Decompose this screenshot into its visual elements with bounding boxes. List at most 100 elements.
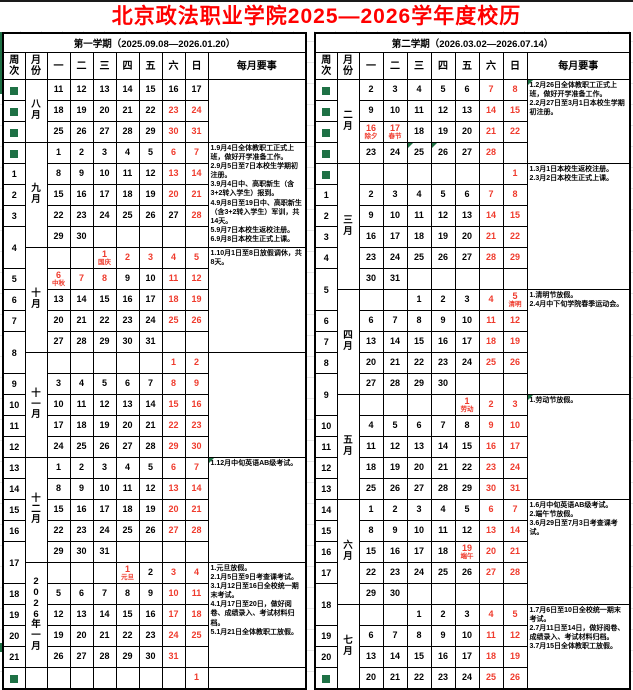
day-cell[interactable]: 24 <box>502 457 528 479</box>
day-cell[interactable]: 7 <box>478 184 504 206</box>
day-cell[interactable]: 12 <box>454 520 480 542</box>
day-cell[interactable]: 22 <box>46 205 71 227</box>
week-number-cell[interactable] <box>2 121 26 143</box>
week-number-cell[interactable]: 13 <box>314 478 338 500</box>
day-cell[interactable]: 19 <box>46 625 71 647</box>
day-cell[interactable]: 23 <box>161 100 186 122</box>
week-number-cell[interactable]: 20 <box>314 646 338 668</box>
day-cell[interactable]: 2 <box>138 562 163 584</box>
day-cell[interactable]: 24 <box>92 520 117 542</box>
day-cell[interactable]: 21 <box>478 226 504 248</box>
day-cell[interactable]: 13 <box>406 436 432 458</box>
monthly-notes-cell[interactable]: 1.9月4日全体教职工正式上班，做好开学准备工作。 2.9月5日至7日本校生学期… <box>207 142 307 248</box>
day-cell[interactable]: 26 <box>502 667 528 690</box>
day-cell[interactable]: 17 <box>46 415 71 437</box>
day-cell[interactable]: 10 <box>382 205 408 227</box>
week-number-cell[interactable]: 14 <box>2 478 26 500</box>
day-cell[interactable]: 28 <box>502 562 528 584</box>
day-cell[interactable]: 13 <box>46 289 71 311</box>
day-cell[interactable]: 15 <box>406 331 432 353</box>
day-cell[interactable]: 16 <box>161 79 186 101</box>
day-cell[interactable]: 6 中秋 <box>46 268 71 290</box>
day-cell[interactable]: 24 <box>161 625 186 647</box>
day-cell[interactable]: 20 <box>92 100 117 122</box>
day-cell[interactable]: 3 <box>454 289 480 311</box>
day-cell[interactable]: 5 <box>92 373 117 395</box>
col-header-wed[interactable]: 三 <box>406 52 432 80</box>
day-cell[interactable]: 8 <box>454 415 480 437</box>
day-cell[interactable]: 4 <box>115 457 140 479</box>
day-cell[interactable]: 27 <box>161 520 186 542</box>
day-cell[interactable]: 26 <box>138 520 163 542</box>
day-cell[interactable]: 1 <box>161 352 186 374</box>
day-cell[interactable]: 11 <box>478 625 504 647</box>
week-number-cell[interactable]: 4 <box>314 247 338 269</box>
day-cell[interactable]: 17 春节 <box>382 121 408 143</box>
week-number-cell[interactable]: 10 <box>2 394 26 416</box>
day-cell[interactable]: 24 <box>46 436 71 458</box>
day-cell[interactable] <box>454 373 480 395</box>
day-cell[interactable] <box>161 226 186 248</box>
month-cell[interactable]: 十月 <box>24 247 48 353</box>
day-cell[interactable]: 27 <box>161 205 186 227</box>
day-cell[interactable]: 30 <box>161 121 186 143</box>
day-cell[interactable]: 2 <box>358 184 384 206</box>
day-cell[interactable]: 29 <box>358 583 384 605</box>
day-cell[interactable]: 2 <box>478 394 504 416</box>
monthly-notes-cell[interactable]: 1.2月26日全体教职工正式上班，做好开学准备工作。 2.2月27日至3月1日本… <box>526 79 631 164</box>
day-cell[interactable]: 15 <box>502 100 528 122</box>
col-header-month[interactable]: 月份 <box>336 52 360 80</box>
day-cell[interactable]: 1 国庆 <box>92 247 117 269</box>
day-cell[interactable]: 12 <box>430 100 456 122</box>
day-cell[interactable] <box>184 646 209 668</box>
day-cell[interactable]: 14 <box>502 520 528 542</box>
day-cell[interactable] <box>478 163 504 185</box>
week-number-cell[interactable]: 16 <box>2 520 26 542</box>
day-cell[interactable]: 5 <box>382 415 408 437</box>
day-cell[interactable]: 3 <box>92 457 117 479</box>
week-number-cell[interactable]: 5 <box>314 268 338 311</box>
day-cell[interactable] <box>358 604 384 626</box>
day-cell[interactable]: 20 <box>406 457 432 479</box>
day-cell[interactable]: 20 <box>454 226 480 248</box>
day-cell[interactable]: 13 <box>454 100 480 122</box>
day-cell[interactable] <box>406 583 432 605</box>
day-cell[interactable]: 10 <box>138 268 163 290</box>
week-number-cell[interactable]: 12 <box>2 436 26 458</box>
day-cell[interactable]: 31 <box>138 331 163 353</box>
day-cell[interactable]: 23 <box>69 520 94 542</box>
day-cell[interactable]: 14 <box>430 436 456 458</box>
week-number-cell[interactable]: 7 <box>314 331 338 353</box>
day-cell[interactable]: 26 <box>138 205 163 227</box>
day-cell[interactable]: 30 <box>382 583 408 605</box>
col-header-wed[interactable]: 三 <box>92 52 117 80</box>
week-number-cell[interactable]: 18 <box>2 583 26 605</box>
week-number-cell[interactable] <box>2 79 26 101</box>
day-cell[interactable]: 2 <box>430 604 456 626</box>
day-cell[interactable] <box>115 352 140 374</box>
day-cell[interactable]: 17 <box>382 226 408 248</box>
day-cell[interactable]: 23 <box>478 457 504 479</box>
day-cell[interactable]: 28 <box>138 436 163 458</box>
day-cell[interactable]: 25 <box>406 142 432 164</box>
day-cell[interactable]: 16 <box>358 226 384 248</box>
day-cell[interactable]: 24 <box>454 667 480 690</box>
col-header-sat[interactable]: 六 <box>478 52 504 80</box>
day-cell[interactable]: 24 <box>184 100 209 122</box>
week-number-cell[interactable] <box>314 79 338 101</box>
day-cell[interactable]: 17 <box>92 499 117 521</box>
day-cell[interactable]: 28 <box>478 142 504 164</box>
day-cell[interactable]: 11 <box>184 583 209 605</box>
week-number-cell[interactable] <box>314 121 338 143</box>
day-cell[interactable]: 13 <box>69 604 94 626</box>
day-cell[interactable]: 10 <box>502 415 528 437</box>
day-cell[interactable]: 1 <box>406 604 432 626</box>
month-cell[interactable]: 二月 <box>336 79 360 164</box>
day-cell[interactable]: 22 <box>406 667 432 690</box>
week-number-cell[interactable]: 12 <box>314 457 338 479</box>
day-cell[interactable]: 1 <box>46 142 71 164</box>
day-cell[interactable]: 16 <box>184 394 209 416</box>
day-cell[interactable]: 28 <box>478 247 504 269</box>
day-cell[interactable]: 17 <box>92 184 117 206</box>
day-cell[interactable]: 25 <box>115 205 140 227</box>
